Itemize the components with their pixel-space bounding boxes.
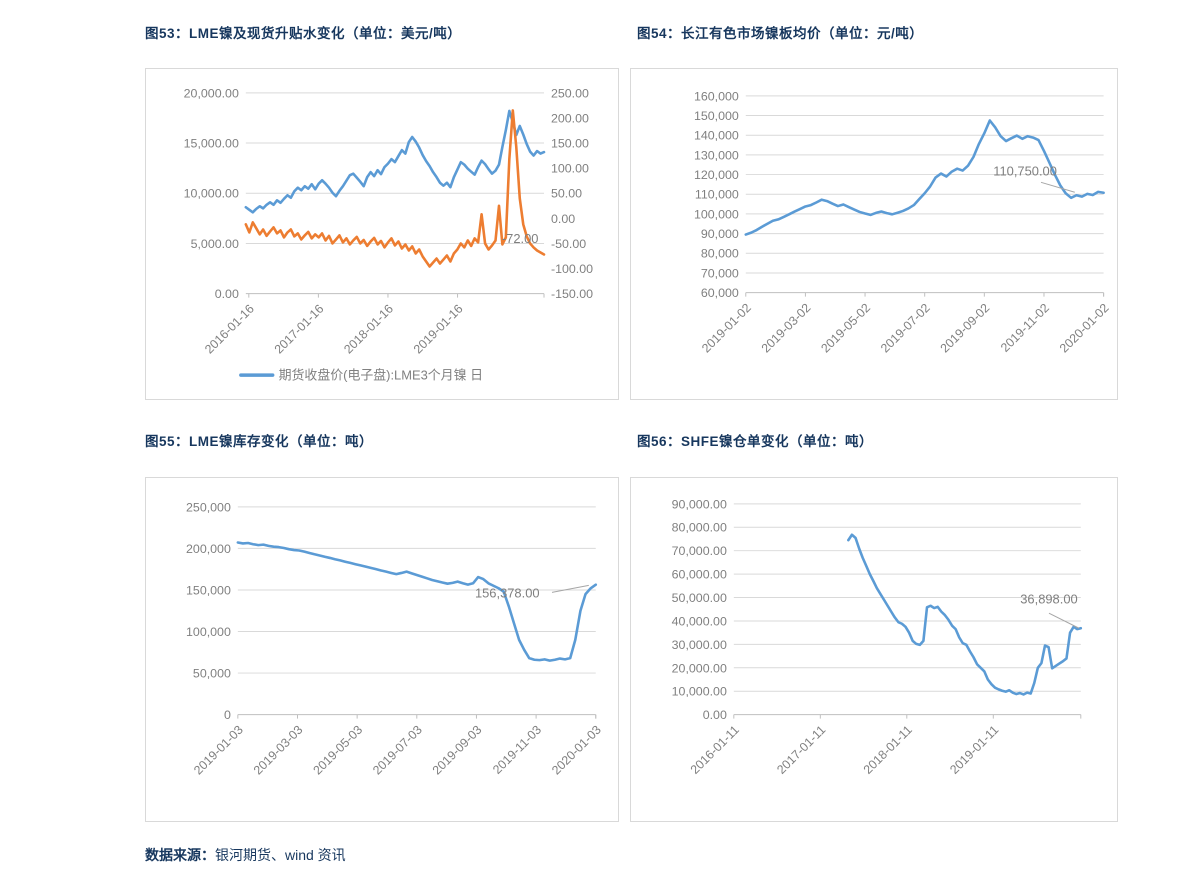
figure-panel-56: 90,000.00 80,000.00 70,000.00 60,000.00 50,0… — [630, 477, 1118, 822]
x-axis-tick-label: 2019-01-03 — [191, 723, 246, 778]
y-axis-tick-label: 90,000.00 — [672, 497, 727, 511]
x-axis-tick-label: 2018-01-16 — [341, 302, 396, 357]
x-axis-tick-label: 2019-01-02 — [699, 301, 754, 356]
y-axis-tick-label: 150,000 — [694, 109, 739, 123]
annotation-leader-line — [1048, 612, 1080, 629]
y-axis-tick-label: 90,000 — [701, 227, 739, 241]
y-axis-tick-label: 250,000 — [186, 500, 231, 514]
series-line-blue — [236, 541, 598, 662]
y-axis-tick-label: 15,000.00 — [184, 137, 239, 151]
figure-title-54: 图54：长江有色市场镍板均价（单位：元/吨） — [637, 26, 924, 41]
y-axis-tick-label: 0.00 — [215, 287, 239, 301]
x-axis-tick-label: 2020-01-03 — [549, 723, 604, 778]
annotation-value-label: 36,898.00 — [1020, 591, 1077, 606]
line-chart-changjiang-nickel-avg-price: 160,000 150,000 140,000 130,000 120,000 110,0… — [694, 89, 1112, 356]
line-chart-shfe-nickel-warrants: 90,000.00 80,000.00 70,000.00 60,000.00 50,0… — [672, 497, 1083, 777]
annotation-value-label: 156,378.00 — [475, 585, 540, 600]
data-source: 数据来源：银河期货、wind 资讯 — [145, 845, 346, 865]
line-chart-lme-nickel-price: 20,000.0015,000.0010,000.005,000.000.002… — [184, 86, 593, 383]
data-source-label: 数据来源： — [145, 847, 215, 863]
y-axis-tick-label: 140,000 — [694, 129, 739, 143]
y-axis-tick-label: 200,000 — [186, 542, 231, 556]
y2-axis-tick-label: -50.00 — [551, 237, 586, 251]
x-axis-tick-label: 2016-01-11 — [688, 723, 742, 777]
line-chart-lme-nickel-inventory: 250,000200,000150,000100,00050,00002019-… — [186, 500, 604, 778]
y2-axis-tick-label: -100.00 — [551, 262, 593, 276]
figure-panel-53: 20,000.00 15,000.00 10,000.00 5,000.00 0.00 2… — [145, 68, 619, 400]
series-line-blue — [244, 109, 546, 214]
y-axis-tick-label: 50,000.00 — [672, 591, 727, 605]
y-axis-tick-label: 30,000.00 — [672, 638, 727, 652]
y2-axis-tick-label: 50.00 — [551, 187, 582, 201]
y-axis-tick-label: 20,000.00 — [672, 661, 727, 675]
y-axis-tick-label: 130,000 — [694, 148, 739, 162]
x-axis-tick-label: 2019-01-16 — [411, 302, 466, 357]
y-axis-tick-label: 0.00 — [703, 708, 727, 722]
figure-panel-55: 250,000 200,000 150,000 100,000 50,000 0 2019-… — [145, 477, 619, 822]
x-axis-tick-label: 2019-01-11 — [947, 723, 1001, 777]
x-axis-tick-label: 2016-01-16 — [202, 302, 257, 357]
series-line-blue — [847, 533, 1083, 696]
y-axis-tick-label: 60,000 — [701, 286, 739, 300]
figure-panel-54: 160,000 150,000 140,000 130,000 120,000 110,0… — [630, 68, 1118, 400]
annotation-value-label: -72.00 — [502, 231, 539, 246]
x-axis-tick-label: 2019-11-03 — [490, 723, 544, 777]
y-axis-tick-label: 100,000 — [694, 207, 739, 221]
figure-title-53: 图53：LME镍及现货升贴水变化（单位：美元/吨） — [145, 26, 462, 41]
y2-axis-tick-label: -150.00 — [551, 287, 593, 301]
y2-axis-tick-label: 100.00 — [551, 162, 589, 176]
y2-axis-tick-label: 250.00 — [551, 86, 589, 100]
x-axis-tick-label: 2017-01-11 — [774, 723, 828, 777]
y2-axis-tick-label: 0.00 — [551, 212, 575, 226]
series-line-blue — [744, 119, 1105, 236]
y-axis-tick-label: 10,000.00 — [672, 685, 727, 699]
figure-title-56: 图56：SHFE镍仓单变化（单位：吨） — [637, 434, 874, 449]
y-axis-tick-label: 70,000 — [701, 266, 739, 280]
x-axis-tick-label: 2019-07-03 — [370, 723, 425, 778]
x-axis-tick-label: 2018-01-11 — [861, 723, 915, 777]
x-axis-tick-label: 2019-03-02 — [759, 301, 814, 356]
y-axis-tick-label: 50,000 — [193, 667, 231, 681]
x-axis-tick-label: 2019-11-02 — [998, 301, 1052, 355]
y-axis-tick-label: 150,000 — [186, 583, 231, 597]
annotation-leader-line — [551, 584, 589, 593]
y-axis-tick-label: 110,000 — [695, 188, 739, 202]
y2-axis-tick-label: 150.00 — [551, 137, 589, 151]
x-axis-tick-label: 2020-01-02 — [1057, 301, 1112, 356]
y-axis-tick-label: 80,000 — [701, 247, 739, 261]
y-axis-tick-label: 120,000 — [694, 168, 739, 182]
annotation-value-label: 110,750.00 — [993, 163, 1057, 178]
y-axis-tick-label: 70,000.00 — [672, 544, 727, 558]
y-axis-tick-label: 160,000 — [694, 89, 739, 103]
y-axis-tick-label: 10,000.00 — [184, 187, 239, 201]
x-axis-tick-label: 2019-03-03 — [251, 723, 306, 778]
y-axis-tick-label: 40,000.00 — [672, 614, 727, 628]
legend-label: 期货收盘价(电子盘):LME3个月镍 日 — [279, 368, 483, 383]
data-source-text: 银河期货、wind 资讯 — [215, 847, 346, 863]
y2-axis-tick-label: 200.00 — [551, 111, 589, 125]
y-axis-tick-label: 100,000 — [186, 625, 231, 639]
y-axis-tick-label: 20,000.00 — [184, 86, 239, 100]
x-axis-tick-label: 2019-09-02 — [938, 301, 993, 356]
x-axis-tick-label: 2019-07-02 — [878, 301, 933, 356]
y-axis-tick-label: 0 — [224, 708, 231, 722]
series-line-orange — [244, 109, 546, 268]
x-axis-tick-label: 2019-05-03 — [310, 723, 365, 778]
y-axis-tick-label: 60,000.00 — [672, 568, 727, 582]
x-axis-tick-label: 2019-09-03 — [430, 723, 485, 778]
y-axis-tick-label: 80,000.00 — [672, 521, 727, 535]
x-axis-tick-label: 2019-05-02 — [818, 301, 873, 356]
annotation-leader-line — [1040, 181, 1075, 193]
x-axis-tick-label: 2017-01-16 — [272, 302, 327, 357]
y-axis-tick-label: 5,000.00 — [191, 237, 239, 251]
figure-title-55: 图55：LME镍库存变化（单位：吨） — [145, 434, 374, 449]
